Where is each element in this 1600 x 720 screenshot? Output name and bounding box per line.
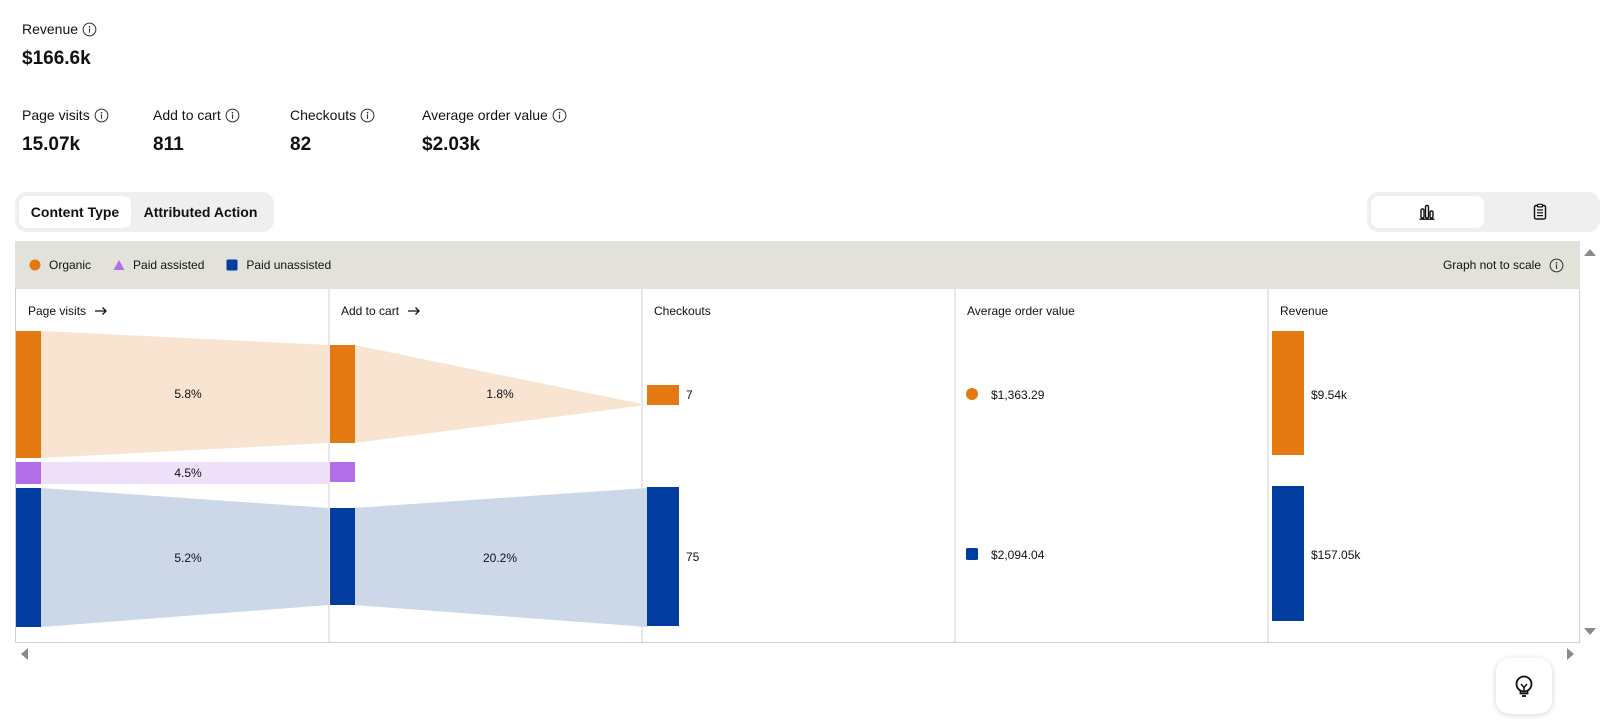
insights-button[interactable]: [1496, 658, 1552, 714]
revenue-metric: Revenue $166.6k: [22, 20, 97, 70]
column-header-aov: Average order value: [967, 304, 1075, 318]
page-visits-label: Page visits: [22, 107, 90, 123]
checkouts-metric: Checkouts 82: [290, 106, 375, 156]
table-icon: [1533, 203, 1546, 220]
paid-unassisted-visits-flow[interactable]: [41, 488, 329, 627]
legend-item-organic: Organic: [29, 258, 91, 272]
scale-note-text: Graph not to scale: [1442, 258, 1541, 272]
scroll-left-icon[interactable]: [15, 645, 35, 663]
info-icon[interactable]: [94, 108, 109, 123]
organic-aov-marker: [966, 388, 978, 400]
column-header-label: Revenue: [1280, 304, 1329, 318]
tab-attributed-action[interactable]: Attributed Action: [143, 204, 258, 220]
legend-label: Organic: [49, 258, 92, 272]
paid-unassisted-checkouts-value: 75: [686, 550, 700, 564]
chart-legend: Organic Paid assisted Paid unassisted Gr…: [15, 241, 1580, 289]
paid-unassisted-revenue-value: $157.05k: [1311, 548, 1361, 562]
scroll-up-icon[interactable]: [1580, 243, 1600, 263]
checkouts-value: 82: [290, 134, 312, 155]
page-visits-metric: Page visits 15.07k: [22, 106, 109, 156]
add-to-cart-label: Add to cart: [153, 107, 221, 123]
column-header-revenue: Revenue: [1280, 304, 1328, 318]
bar-chart-icon: [1419, 204, 1435, 220]
funnel-chart: 5.8% 1.8% 4.5% 5.2% 20.2% 7 75 $1,363.29…: [15, 289, 1580, 643]
organic-cart-rate: 1.8%: [486, 387, 514, 401]
add-to-cart-value: 811: [153, 134, 184, 155]
square-icon: [226, 259, 238, 271]
arrow-right-icon: [95, 307, 107, 315]
table-view-button[interactable]: [1484, 196, 1597, 228]
organic-cart-flow[interactable]: [354, 345, 647, 443]
organic-revenue-bar[interactable]: [1272, 331, 1304, 455]
circle-icon: [29, 259, 41, 271]
column-header-label: Page visits: [28, 304, 87, 318]
paid-unassisted-checkouts-bar[interactable]: [647, 487, 679, 626]
scale-note: Graph not to scale: [1443, 241, 1564, 289]
scroll-down-icon[interactable]: [1580, 621, 1600, 641]
organic-visits-bar[interactable]: [16, 331, 41, 458]
scroll-right-icon[interactable]: [1560, 645, 1580, 663]
column-header-page-visits: Page visits: [28, 304, 108, 318]
horizontal-scrollbar[interactable]: [15, 645, 1580, 663]
revenue-label: Revenue: [22, 21, 79, 37]
arrow-right-icon: [408, 307, 420, 315]
paid-unassisted-revenue-bar[interactable]: [1272, 486, 1304, 621]
paid-assisted-visits-flow[interactable]: [41, 462, 329, 484]
legend-item-paid-assisted: Paid assisted: [113, 258, 204, 272]
paid-unassisted-cart-bar[interactable]: [330, 508, 355, 605]
aov-metric: Average order value $2.03k: [422, 106, 567, 156]
paid-unassisted-visits-bar[interactable]: [16, 488, 41, 627]
tab-content-type[interactable]: Content Type: [19, 196, 131, 228]
chart-view-button[interactable]: [1371, 196, 1484, 228]
page-visits-value: 15.07k: [22, 134, 81, 155]
paid-unassisted-aov-marker: [966, 548, 978, 560]
column-header-checkouts: Checkouts: [654, 304, 711, 318]
aov-value: $2.03k: [422, 134, 481, 155]
legend-label: Paid assisted: [133, 258, 205, 272]
add-to-cart-metric: Add to cart 811: [153, 106, 240, 156]
paid-assisted-visits-rate: 4.5%: [174, 466, 202, 480]
column-header-label: Average order value: [967, 304, 1075, 318]
column-header-label: Checkouts: [654, 304, 711, 318]
organic-checkouts-bar[interactable]: [647, 385, 679, 405]
view-toggle: [1367, 192, 1600, 232]
paid-unassisted-visits-rate: 5.2%: [174, 551, 202, 565]
organic-visits-rate: 5.8%: [174, 387, 202, 401]
legend-item-paid-unassisted: Paid unassisted: [226, 258, 331, 272]
triangle-icon: [113, 260, 125, 270]
info-icon[interactable]: [360, 108, 375, 123]
funnel-chart-svg: 5.8% 1.8% 4.5% 5.2% 20.2% 7 75 $1,363.29…: [16, 289, 1361, 642]
organic-revenue-value: $9.54k: [1311, 388, 1348, 402]
paid-unassisted-cart-rate: 20.2%: [483, 551, 517, 565]
revenue-value: $166.6k: [22, 48, 91, 69]
checkouts-label: Checkouts: [290, 107, 357, 123]
info-icon[interactable]: [1549, 258, 1564, 273]
vertical-scrollbar[interactable]: [1580, 241, 1600, 643]
lightbulb-icon: [1515, 675, 1533, 697]
info-icon[interactable]: [225, 108, 240, 123]
organic-checkouts-value: 7: [686, 388, 693, 402]
paid-unassisted-cart-flow[interactable]: [354, 488, 647, 627]
organic-visits-flow[interactable]: [41, 331, 329, 458]
column-header-add-to-cart: Add to cart: [341, 304, 421, 318]
info-icon[interactable]: [82, 22, 97, 37]
legend-label: Paid unassisted: [246, 258, 332, 272]
column-header-label: Add to cart: [341, 304, 400, 318]
aov-label: Average order value: [422, 107, 548, 123]
info-icon[interactable]: [552, 108, 567, 123]
breakdown-tabs: Content Type Attributed Action: [15, 192, 274, 232]
organic-cart-bar[interactable]: [330, 345, 355, 443]
paid-assisted-visits-bar[interactable]: [16, 462, 41, 484]
paid-assisted-cart-bar[interactable]: [330, 462, 355, 482]
organic-aov-value: $1,363.29: [991, 388, 1045, 402]
paid-unassisted-aov-value: $2,094.04: [991, 548, 1045, 562]
